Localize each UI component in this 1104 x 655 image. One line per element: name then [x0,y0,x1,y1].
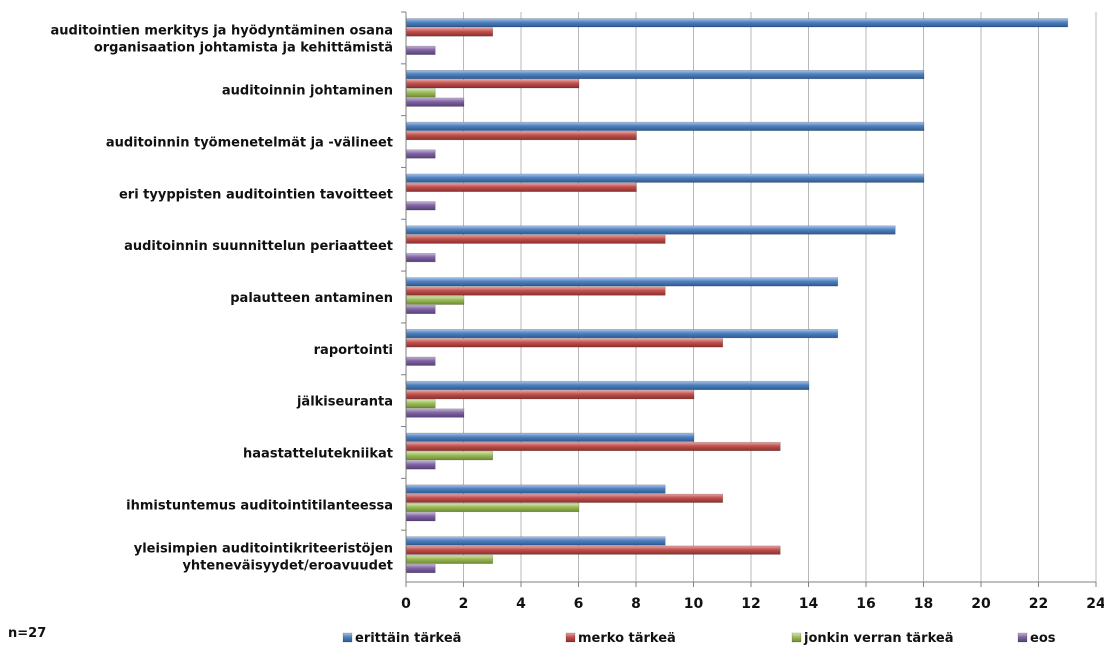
category-label: auditointien merkitys ja hyödyntäminen o… [50,23,393,38]
bar-eos [406,97,465,107]
legend: erittäin tärkeä merko tärkeä jonkin verran… [342,631,1056,646]
x-tick-label: 20 [971,596,991,612]
bar-jonkin-verran-tarkea [406,88,436,98]
axes [401,11,1097,587]
bar-merko-tarkea [406,234,666,244]
bar-merko-tarkea [406,545,781,555]
bar-erittain-tarkea [406,225,896,235]
category-label: eri tyyppisten auditointien tavoitteet [119,187,393,202]
legend-swatch-eos [1017,632,1028,643]
category-label: organisaation johtamista ja kehittämistä [94,40,393,55]
x-tick-label: 24 [1086,596,1104,612]
bar-erittain-tarkea [406,536,666,546]
category-label: auditoinnin työmenetelmät ja -välineet [106,136,393,151]
x-tick-label: 2 [459,596,469,612]
category-label: raportointi [314,343,393,358]
bar-erittain-tarkea [406,380,810,391]
bars [406,18,1069,574]
bar-merko-tarkea [406,182,637,192]
bar-jonkin-verran-tarkea [406,502,580,513]
bar-erittain-tarkea [406,484,666,494]
bar-eos [406,408,465,418]
sample-size-note: n=27 [8,626,46,641]
legend-label-eos: eos [1030,631,1056,646]
x-tick-label: 12 [741,596,760,612]
category-label: haastattelutekniikat [243,446,393,461]
bar-eos [406,512,436,522]
bar-jonkin-verran-tarkea [406,295,465,305]
bar-jonkin-verran-tarkea [406,554,494,564]
bar-erittain-tarkea [406,277,839,287]
bar-merko-tarkea [406,390,695,400]
bar-eos [406,253,436,263]
bar-jonkin-verran-tarkea [406,451,494,461]
x-tick-label: 14 [799,596,819,612]
x-tick-label: 22 [1029,596,1048,612]
legend-label-jonkin-verran-tarkea: jonkin verran tärkeä [803,631,953,646]
bar-merko-tarkea [406,338,724,348]
x-tick-label: 4 [516,596,526,612]
category-label: yleisimpien auditointikriteeristöjen [134,542,393,557]
bar-eos [406,563,436,574]
category-label: auditoinnin johtaminen [222,84,393,99]
legend-label-erittain-tarkea: erittäin tärkeä [355,631,461,646]
bar-erittain-tarkea [406,173,925,183]
bar-jonkin-verran-tarkea [406,399,436,409]
x-tick-label: 10 [684,596,704,612]
bar-erittain-tarkea [406,70,925,80]
category-label: jälkiseuranta [296,395,393,410]
category-label: ihmistuntemus auditointitilanteessa [126,498,393,513]
bar-merko-tarkea [406,79,580,89]
bar-eos [406,356,436,366]
bar-eos [406,460,436,470]
bar-erittain-tarkea [406,18,1069,28]
bar-merko-tarkea [406,493,724,503]
x-tick-label: 8 [631,596,641,612]
category-label: yhteneväisyydet/eroavuudet [182,559,393,574]
bar-merko-tarkea [406,286,666,296]
bar-eos [406,201,436,211]
category-labels: auditointien merkitys ja hyödyntäminen o… [50,23,393,573]
x-tick-label: 0 [401,596,411,612]
legend-label-merko-tarkea: merko tärkeä [578,631,676,646]
bar-merko-tarkea [406,441,781,452]
category-label: auditoinnin suunnittelun periaatteet [124,239,393,254]
bar-eos [406,149,436,159]
bar-erittain-tarkea [406,329,839,339]
bar-eos [406,304,436,314]
legend-swatch-merko-tarkea [565,632,576,643]
gridlines [463,12,1097,582]
bar-merko-tarkea [406,27,494,37]
x-tick-labels: 0 2 4 6 8 10 12 14 16 18 20 22 24 [401,596,1104,612]
bar-merko-tarkea [406,131,637,141]
bar-eos [406,45,436,55]
category-label: palautteen antaminen [230,291,393,306]
legend-swatch-erittain-tarkea [342,632,353,643]
x-tick-label: 6 [574,596,584,612]
x-tick-label: 18 [914,596,933,612]
legend-swatch-jonkin-verran-tarkea [791,632,802,643]
bar-erittain-tarkea [406,121,925,131]
bar-erittain-tarkea [406,432,695,442]
x-tick-label: 16 [856,596,875,612]
